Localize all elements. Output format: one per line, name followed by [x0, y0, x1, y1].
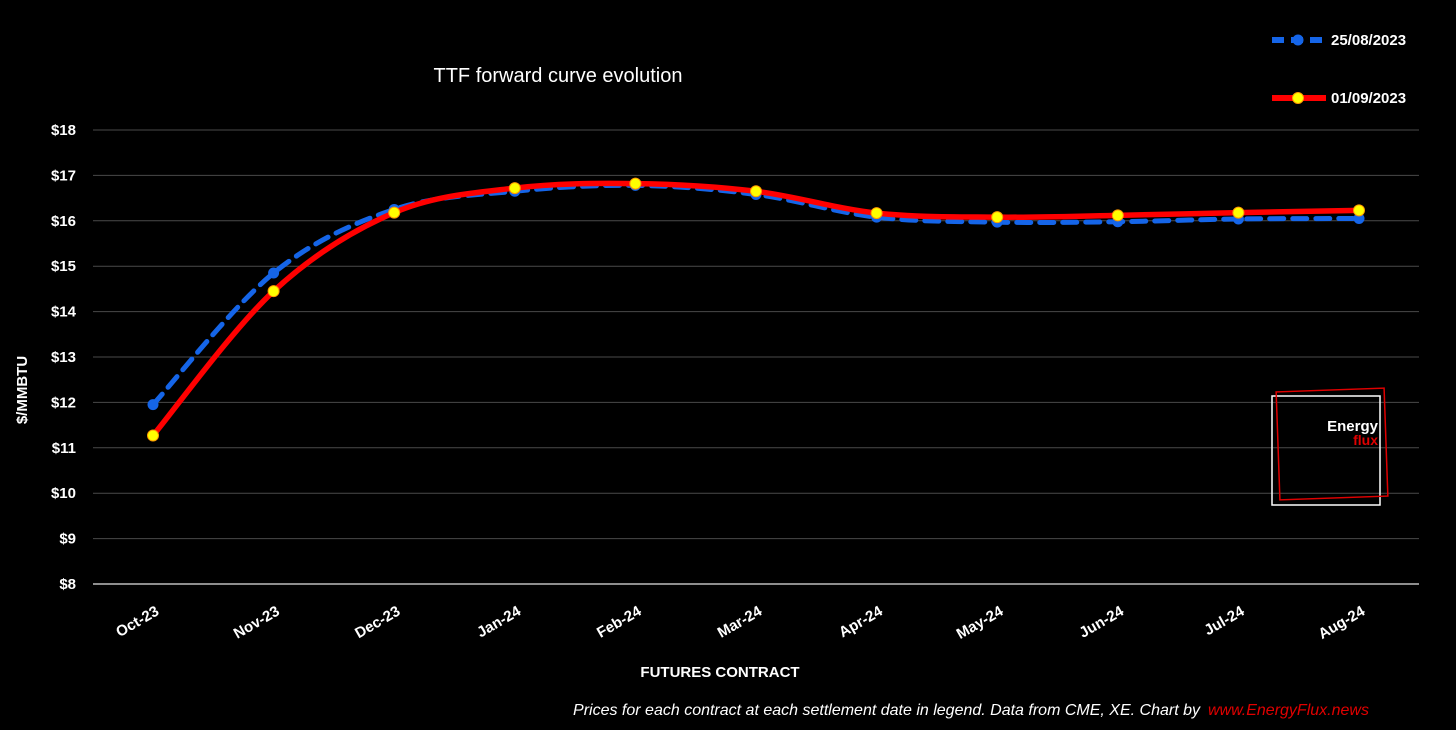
- y-tick-label: $9: [59, 531, 76, 548]
- data-point: [508, 182, 521, 195]
- y-tick-label: $10: [51, 485, 76, 502]
- series-line: [150, 180, 1362, 439]
- footnote: Prices for each contract at each settlem…: [573, 702, 1201, 719]
- data-point: [267, 285, 280, 298]
- data-point: [991, 211, 1004, 224]
- y-tick-label: $15: [51, 258, 76, 275]
- data-point: [750, 185, 762, 198]
- energyflux-logo: Energy flux: [1271, 387, 1389, 506]
- x-tick-label: Aug-24: [1315, 602, 1368, 642]
- logo-word-flux: flux: [1353, 432, 1378, 448]
- y-tick-label: $11: [52, 440, 76, 457]
- x-tick-label: Feb-24: [594, 602, 645, 641]
- y-tick-label: $16: [51, 213, 76, 230]
- data-point: [1232, 206, 1245, 219]
- chart-title: European gas futures fell even as strike…: [218, 30, 899, 58]
- x-tick-label: Jul-24: [1201, 602, 1248, 639]
- legend: 25/08/2023 01/09/2023: [1272, 32, 1406, 107]
- y-tick-label: $13: [51, 349, 76, 366]
- gridlines: [93, 129, 1419, 585]
- data-point: [147, 399, 159, 411]
- legend-marker: [1292, 34, 1304, 46]
- legend-label: 25/08/2023: [1331, 32, 1406, 49]
- chart-subtitle: TTF forward curve evolution: [434, 65, 683, 87]
- data-point: [1353, 213, 1365, 225]
- series-2: [147, 177, 1365, 442]
- legend-item: 01/09/2023: [1272, 90, 1406, 107]
- x-tick-label: Jun-24: [1076, 602, 1127, 641]
- x-tick-label: May-24: [954, 602, 1007, 642]
- y-tick-label: $17: [51, 167, 76, 184]
- x-tick-label: Jan-24: [474, 602, 524, 641]
- x-tick-label: Mar-24: [715, 602, 766, 641]
- data-point: [1353, 204, 1365, 217]
- x-tick-label: Nov-23: [231, 603, 283, 643]
- series-line: [150, 182, 1362, 408]
- y-axis-title: $/MMBTU: [14, 356, 31, 424]
- x-tick-label: Dec-23: [352, 603, 403, 642]
- data-point: [629, 177, 642, 190]
- x-axis-title: FUTURES CONTRACT: [640, 664, 799, 681]
- data-point: [1111, 209, 1124, 222]
- y-tick-label: $8: [59, 576, 76, 593]
- footnote-link[interactable]: www.EnergyFlux.news: [1208, 702, 1369, 719]
- x-tick-label: Oct-23: [113, 603, 162, 641]
- y-tick-label: $12: [51, 394, 76, 411]
- logo-red-frame: [1275, 387, 1389, 501]
- legend-marker: [1292, 92, 1304, 104]
- x-tick-label: Apr-24: [836, 602, 886, 641]
- y-tick-label: $18: [51, 122, 76, 139]
- x-axis-ticks: Oct-23 Nov-23 Dec-23 Jan-24 Feb-24 Mar-24 Apr-…: [113, 602, 1368, 642]
- logo-word-energy: Energy: [1327, 418, 1379, 435]
- legend-label: 01/09/2023: [1331, 90, 1406, 107]
- y-tick-label: $14: [51, 304, 77, 321]
- data-point: [870, 207, 883, 220]
- logo-white-frame: [1271, 395, 1381, 506]
- series-lines: [147, 177, 1365, 442]
- data-point: [388, 206, 401, 219]
- legend-item: 25/08/2023: [1272, 32, 1406, 49]
- y-axis-ticks: $8 $9 $10 $11 $12 $13 $14 $15 $16 $17 $18: [51, 122, 77, 593]
- data-point: [147, 429, 159, 442]
- data-point: [268, 267, 280, 279]
